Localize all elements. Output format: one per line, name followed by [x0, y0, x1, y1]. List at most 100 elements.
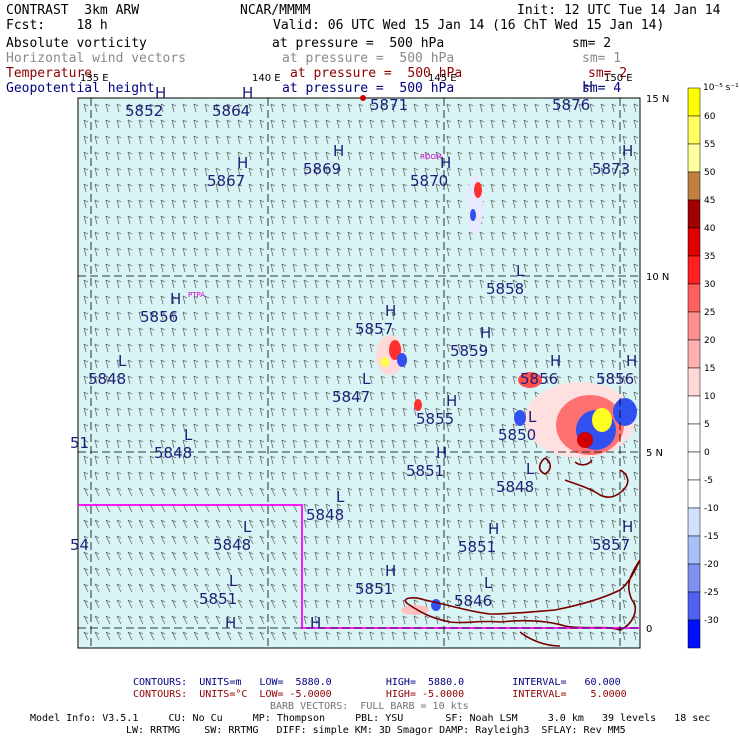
wind-barb: [149, 551, 155, 561]
wind-barb: [523, 103, 529, 113]
wind-barb: [479, 551, 485, 561]
wind-barb: [94, 391, 100, 401]
wind-barb: [545, 231, 551, 241]
wind-barb: [380, 391, 386, 401]
wind-barb: [325, 215, 331, 225]
wind-barb: [94, 215, 100, 225]
wind-barb: [611, 151, 617, 161]
wind-barb: [160, 295, 166, 305]
wind-barb: [611, 135, 617, 145]
wind-barb: [435, 215, 441, 225]
wind-barb: [193, 567, 199, 577]
wind-barb: [94, 167, 100, 177]
wind-barb: [622, 615, 628, 625]
wind-barb: [600, 551, 606, 561]
wind-barb: [545, 199, 551, 209]
wind-barb: [281, 567, 287, 577]
wind-barb: [589, 215, 595, 225]
wind-barb: [215, 247, 221, 257]
wind-barb: [105, 183, 111, 193]
wind-barb: [105, 199, 111, 209]
wind-barb: [347, 519, 353, 529]
wind-barb: [391, 375, 397, 385]
wind-barb: [281, 247, 287, 257]
wind-barb: [402, 615, 408, 625]
wind-barb: [116, 359, 122, 369]
wind-barb: [336, 311, 342, 321]
wind-barb: [171, 487, 177, 497]
wind-barb: [149, 471, 155, 481]
wind-barb: [303, 119, 309, 129]
colorbar-level: 35: [704, 252, 715, 262]
wind-barb: [281, 103, 287, 113]
wind-barb: [402, 631, 408, 641]
wind-barb: [171, 599, 177, 609]
wind-barb: [270, 583, 276, 593]
wind-barb: [391, 295, 397, 305]
wind-barb: [523, 503, 529, 513]
wind-barb: [600, 455, 606, 465]
wind-barb: [545, 519, 551, 529]
wind-barb: [402, 311, 408, 321]
wind-barb: [523, 151, 529, 161]
wind-barb: [600, 311, 606, 321]
wind-barb: [248, 407, 254, 417]
wind-barb: [534, 503, 540, 513]
wind-barb: [292, 407, 298, 417]
wind-barb: [435, 375, 441, 385]
wind-barb: [391, 519, 397, 529]
wind-barb: [446, 423, 452, 433]
wind-barb: [325, 615, 331, 625]
wind-barb: [237, 487, 243, 497]
height-value: 5857: [355, 320, 393, 338]
wind-barb: [303, 391, 309, 401]
wind-barb: [391, 567, 397, 577]
field-level-wind: at pressure = 500 hPa: [282, 51, 455, 66]
wind-barb: [292, 279, 298, 289]
wind-barb: [457, 455, 463, 465]
wind-barb: [226, 551, 232, 561]
wind-barb: [259, 327, 265, 337]
city-label-ptpa: PTPA: [188, 291, 205, 299]
wind-barb: [358, 231, 364, 241]
wind-barb: [347, 119, 353, 129]
wind-barb: [479, 631, 485, 641]
wind-barb: [193, 375, 199, 385]
colorbar-level: -30: [704, 616, 719, 626]
wind-barb: [622, 503, 628, 513]
wind-barb: [281, 327, 287, 337]
wind-barb: [578, 615, 584, 625]
wind-barb: [446, 103, 452, 113]
wind-barb: [226, 263, 232, 273]
wind-barb: [237, 375, 243, 385]
wind-barb: [237, 471, 243, 481]
wind-barb: [457, 551, 463, 561]
wind-barb: [446, 439, 452, 449]
wind-barb: [94, 407, 100, 417]
wind-barb: [325, 247, 331, 257]
low-marker: L: [516, 262, 525, 280]
wind-barb: [622, 231, 628, 241]
wind-barb: [446, 487, 452, 497]
wind-barb: [94, 471, 100, 481]
wind-barb: [94, 359, 100, 369]
wind-barb: [292, 535, 298, 545]
wind-barb: [490, 567, 496, 577]
wind-barb: [457, 519, 463, 529]
wind-barb: [468, 423, 474, 433]
wind-barb: [523, 391, 529, 401]
wind-barb: [83, 471, 89, 481]
wind-barb: [457, 375, 463, 385]
wind-barb: [424, 375, 430, 385]
wind-barb: [248, 327, 254, 337]
wind-barb: [94, 423, 100, 433]
wind-barb: [578, 151, 584, 161]
wind-barb: [83, 359, 89, 369]
wind-barb: [391, 247, 397, 257]
wind-barb: [424, 311, 430, 321]
wind-barb: [413, 583, 419, 593]
wind-barb: [556, 519, 562, 529]
org-name: NCAR/MMMM: [240, 3, 311, 18]
wind-barb: [523, 311, 529, 321]
wind-barb: [501, 103, 507, 113]
